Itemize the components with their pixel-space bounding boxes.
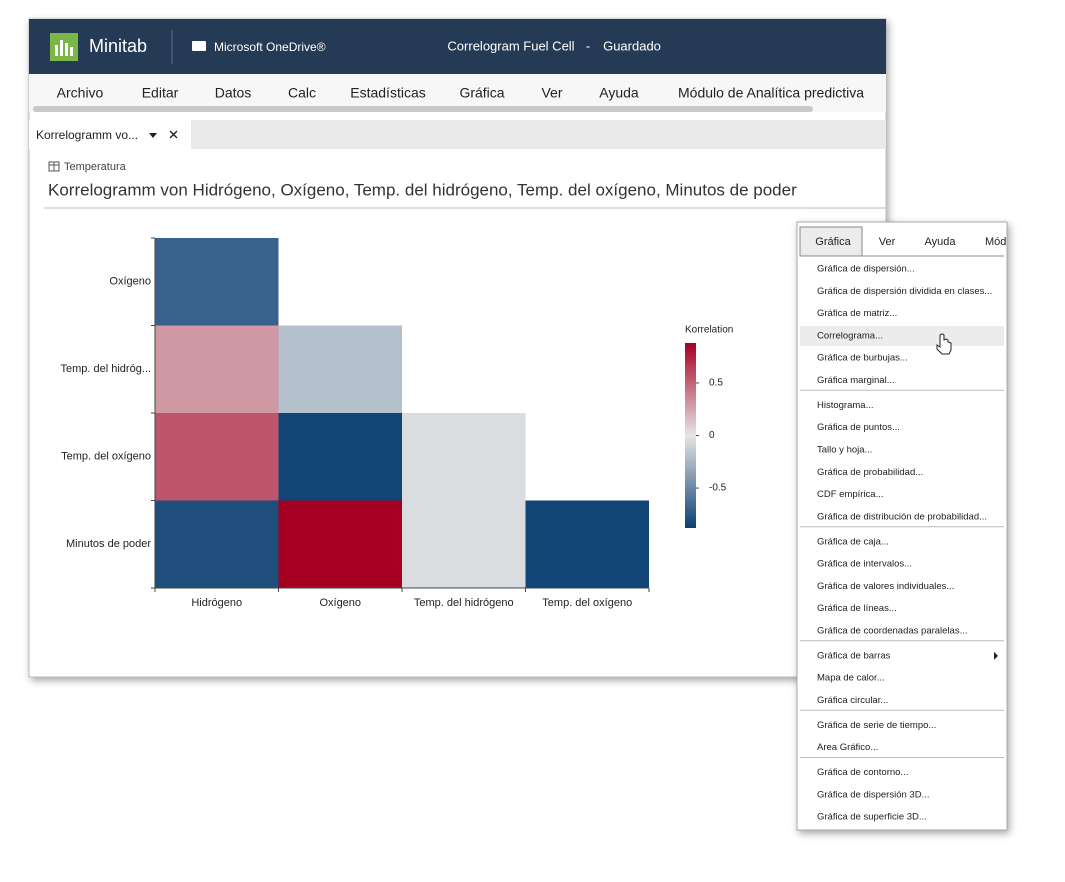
menu-item[interactable]: Datos (215, 85, 252, 101)
heat-cell (278, 413, 402, 501)
submenu-arrow (994, 651, 998, 660)
colorbar-title: Korrelation (685, 325, 733, 336)
dropdown-item[interactable]: Gráfica de dispersión 3D... (817, 789, 929, 800)
menu: Archivo Editar Datos Calc Estadísticas Gráfic… (57, 85, 865, 101)
x-tick-label: Oxígeno (319, 597, 361, 609)
dropdown-item[interactable]: Gráfica de burbujas... (817, 353, 908, 364)
folder-icon (192, 41, 206, 51)
menu-bar (29, 74, 886, 112)
dropdown-item[interactable]: Gráfica de valores individuales... (817, 581, 954, 592)
y-tick-label: Temp. del hidróg... (61, 363, 152, 375)
heat-cell (525, 500, 649, 588)
sheet-name: Temperatura (64, 161, 127, 173)
dropdown-tab[interactable]: Ver (879, 236, 896, 248)
dropdown-item[interactable]: Gráfica de matriz... (817, 308, 897, 319)
dropdown-tab[interactable]: Ayuda (925, 236, 957, 248)
scrollbar (33, 106, 813, 112)
menu-item[interactable]: Ayuda (599, 85, 639, 101)
menu-item[interactable]: Módulo de Analítica predictiva (678, 85, 864, 101)
heat-cell (402, 500, 526, 588)
app-name: Minitab (89, 36, 147, 56)
dropdown-item[interactable]: Correlograma... (817, 330, 883, 341)
dropdown-item[interactable]: Gráfica de coordenadas paralelas... (817, 626, 968, 637)
cursor (936, 333, 952, 355)
heat-cell (155, 500, 279, 588)
dropdown-item[interactable]: Gráfica de serie de tiempo... (817, 720, 936, 731)
heat-cell (155, 238, 279, 326)
menu-item[interactable]: Estadísticas (350, 85, 425, 101)
x-tick-label: Temp. del oxígeno (542, 597, 632, 609)
tab[interactable] (29, 120, 191, 149)
colorbar (685, 343, 696, 528)
heat-cell (155, 413, 279, 501)
tab-dropdown[interactable] (149, 133, 157, 138)
chart: Oxígeno Temp. del hidróg... Temp. del oxíg… (61, 237, 733, 609)
title-separator: - (586, 38, 590, 53)
logo-bars (55, 40, 73, 56)
dropdown-item[interactable]: Mapa de calor... (817, 673, 885, 684)
menu-item[interactable]: Ver (541, 85, 562, 101)
colorbar-tick-label: 0.5 (709, 378, 723, 389)
dropdown-item[interactable]: Gráfica de puntos... (817, 422, 900, 433)
file-name: Correlogram Fuel Cell (447, 38, 574, 53)
x-tick-label: Temp. del hidrógeno (414, 597, 514, 609)
heat-cell (278, 325, 402, 413)
x-tick-label: Hidrógeno (191, 597, 242, 609)
dropdown-item[interactable]: Area Gráfico... (817, 742, 878, 753)
menu-item[interactable]: Gráfica (459, 85, 504, 101)
dropdown-item[interactable]: Tallo y hoja... (817, 445, 872, 456)
colorbar-tick-label: -0.5 (709, 483, 727, 494)
dropdown-panel (796, 221, 1008, 831)
dropdown-item[interactable]: Gráfica de distribución de probabilidad.… (817, 511, 987, 522)
sheet-icon (48, 161, 60, 172)
dropdown-item[interactable]: Gráfica circular... (817, 695, 888, 706)
dropdown-item[interactable]: Gráfica de dispersión... (817, 264, 915, 275)
dropdown-item[interactable]: Gráfica de líneas... (817, 603, 897, 614)
y-tick-label: Oxígeno (109, 276, 151, 288)
menu-item[interactable]: Archivo (57, 85, 104, 101)
dropdown-tab[interactable]: Mód (985, 236, 1006, 248)
menu-item[interactable]: Calc (288, 85, 316, 101)
menu-item[interactable]: Editar (142, 85, 179, 101)
heat-cell (278, 500, 402, 588)
dropdown: Gráfica Ver Ayuda Mód Gráfica de dispersión.… (800, 236, 1006, 823)
dropdown-item[interactable]: Gráfica de caja... (817, 536, 889, 547)
storage: Microsoft OneDrive® (214, 40, 326, 54)
dropdown-item[interactable]: Gráfica de barras (817, 650, 891, 661)
save-status: Guardado (603, 38, 661, 53)
dropdown-item[interactable]: Gráfica marginal... (817, 375, 895, 386)
tab-label[interactable]: Korrelogramm vo... (36, 128, 138, 142)
dropdown-item[interactable]: CDF empírica... (817, 489, 884, 500)
chart-title: Korrelogramm von Hidrógeno, Oxígeno, Tem… (48, 180, 797, 199)
dropdown-active-tab (799, 226, 863, 257)
dropdown-item[interactable]: Gráfica de superficie 3D... (817, 812, 927, 823)
hover-highlight (800, 326, 1004, 346)
y-tick-label: Temp. del oxígeno (61, 451, 151, 463)
heat-cell (155, 325, 279, 413)
dropdown-item[interactable]: Histograma... (817, 400, 874, 411)
dropdown-tab[interactable]: Gráfica (815, 236, 851, 248)
colorbar-tick-label: 0 (709, 430, 715, 441)
heat-cell (402, 413, 526, 501)
dropdown-item[interactable]: Gráfica de probabilidad... (817, 467, 923, 478)
dropdown-item[interactable]: Gráfica de intervalos... (817, 559, 912, 570)
dropdown-item[interactable]: Gráfica de contorno... (817, 767, 908, 778)
tab-close[interactable] (169, 130, 178, 139)
dropdown-item[interactable]: Gráfica de dispersión dividida en clases… (817, 286, 992, 297)
logo (50, 33, 78, 61)
y-tick-label: Minutos de poder (66, 538, 151, 550)
